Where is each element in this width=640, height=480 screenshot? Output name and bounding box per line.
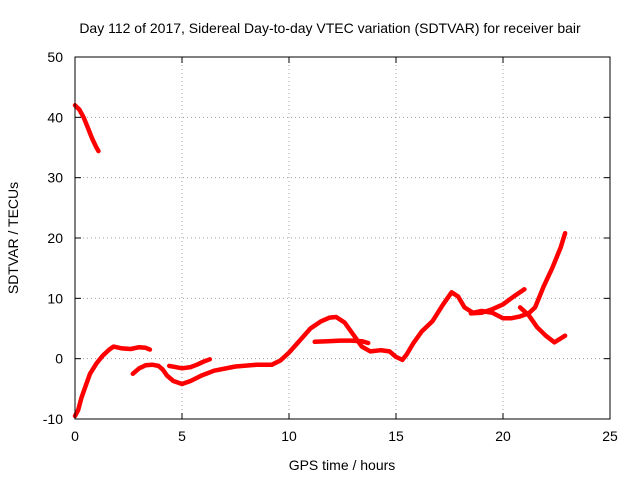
series-arc-3	[130, 362, 275, 387]
x-tick-label: 20	[495, 428, 511, 444]
chart-title: Day 112 of 2017, Sidereal Day-to-day VTE…	[79, 20, 581, 36]
x-tick-label: 10	[281, 428, 297, 444]
series-arc-5	[269, 230, 568, 367]
x-tick-label: 0	[71, 428, 79, 444]
x-tick-label: 25	[602, 428, 618, 444]
series-arc-2	[72, 344, 153, 419]
series-arc-8	[517, 305, 568, 345]
x-axis-label: GPS time / hours	[289, 457, 396, 473]
series-arc-4	[166, 357, 213, 371]
axis-ticks: 0 5 10 15 20 25 -10 0 10 20 30 40 50	[43, 49, 618, 444]
series-arc-6	[312, 338, 371, 346]
y-tick-label: 50	[47, 49, 63, 65]
y-tick-label: 0	[55, 351, 63, 367]
y-axis-label: SDTVAR / TECUs	[5, 182, 21, 294]
y-tick-label: 10	[47, 290, 63, 306]
y-tick-label: 40	[47, 109, 63, 125]
data-series	[72, 103, 568, 419]
series-arc-7	[468, 287, 527, 316]
x-tick-label: 15	[388, 428, 404, 444]
y-tick-label: 30	[47, 170, 63, 186]
y-tick-label: 20	[47, 230, 63, 246]
y-tick-label: -10	[43, 411, 63, 427]
series-arc-1	[72, 103, 101, 154]
x-tick-label: 5	[178, 428, 186, 444]
grid-lines	[75, 57, 610, 419]
